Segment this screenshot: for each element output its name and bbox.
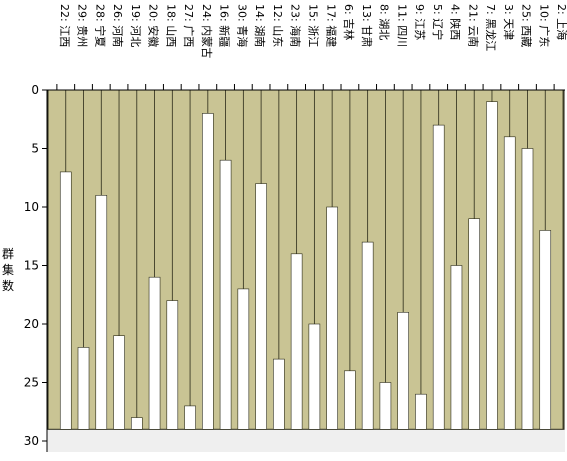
category-label: 3: 天津 [502,4,515,40]
gap-bar [148,276,161,430]
y-axis-label: 群集数 [2,247,14,293]
gap-bar [539,230,552,430]
category-label: 18: 山西 [164,4,177,47]
category-label: 5: 辽宁 [431,4,445,40]
category-label: 22: 江西 [58,4,71,47]
y-tick-label: 25 [24,376,39,390]
category-label: 4: 陕西 [449,4,463,40]
gap-bar [290,253,303,430]
gap-bar [77,347,90,430]
category-label: 14: 湖南 [253,4,266,47]
gap-bar [379,382,392,430]
y-tick-label: 15 [24,259,39,273]
category-labels: 22: 江西 29: 贵州 28: 宁夏 26: 河南 19: 河北 20: 安徽 18: … [58,4,567,58]
gap-bar [415,393,427,430]
y-tick-label: 10 [24,200,39,214]
gap-bar [219,159,232,430]
gap-bar [273,358,285,430]
y-tick-label: 30 [24,434,39,448]
gap-bar [166,300,179,430]
category-label: 11: 四川 [395,4,408,47]
gap-bar [486,101,498,430]
y-tick-label: 0 [31,83,39,97]
gap-bar [344,370,356,430]
gap-bar [130,417,143,430]
gap-bar [202,113,214,430]
category-label: 15: 浙江 [307,4,320,47]
gap-bar [397,311,409,430]
category-label: 30: 青海 [235,4,249,47]
category-label: 6: 吉林 [342,4,356,40]
category-label: 2: 上海 [555,4,567,40]
gap-bar [255,183,267,430]
gap-bar [468,218,481,430]
category-label: 10: 广东 [537,4,550,47]
category-label: 7: 黑龙江 [484,4,497,51]
category-label: 9: 江苏 [413,4,426,40]
gap-bar [450,265,463,430]
gap-bar [237,288,250,430]
category-label: 28: 宁夏 [93,4,107,47]
category-label: 26: 河南 [111,4,124,47]
gap-bar [432,124,445,430]
category-label: 25: 西藏 [520,4,533,47]
category-label: 13: 甘肃 [360,4,373,47]
gap-bar [113,335,125,430]
y-tick-label: 5 [31,142,39,156]
category-label: 12: 山东 [271,4,284,47]
gap-bar [503,136,516,430]
category-label: 19: 河北 [129,4,142,47]
category-label: 24: 内蒙古 [200,4,214,58]
gap-bar [184,405,196,430]
gap-bar [95,195,108,430]
category-label: 23: 海南 [289,4,303,47]
gap-bar [521,148,534,430]
category-label: 17: 福建 [324,4,338,47]
gap-bar [361,241,374,430]
gap-bar [326,206,338,430]
category-label: 29: 贵州 [76,4,89,47]
category-label: 21: 云南 [466,4,479,47]
category-label: 8: 湖北 [378,4,391,40]
y-axis: 0 5 10 15 20 25 30 [24,83,48,452]
gaps-group [59,101,552,430]
category-label: 16: 新疆 [218,4,232,47]
category-label: 20: 安徽 [147,4,161,47]
x-axis [47,84,565,91]
gap-bar [308,323,321,430]
y-tick-label: 20 [24,317,39,331]
category-label: 27: 广西 [182,4,195,47]
gap-bar [59,171,72,430]
